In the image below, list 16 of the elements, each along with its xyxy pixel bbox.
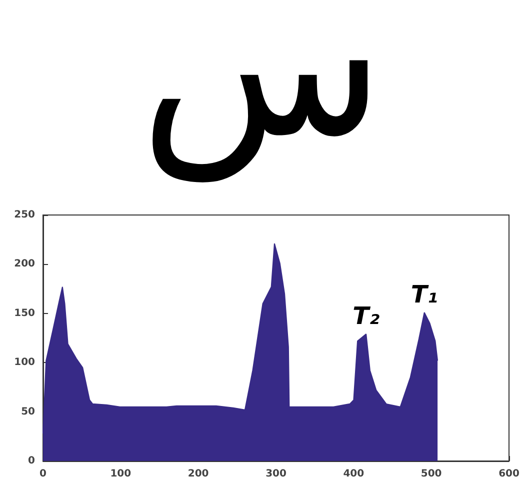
y-tick-label: 200 [14,258,36,270]
x-tick-label: 600 [498,468,520,480]
x-tick-label: 300 [266,468,286,480]
x-tick-label: 500 [420,468,442,480]
annotation: T₂ [352,302,380,330]
annotation: T₁ [410,280,438,308]
y-tick-label: 250 [14,210,36,220]
y-tick-label: 0 [28,456,36,466]
y-tick-label: 150 [14,308,36,319]
x-tick-label: 200 [188,468,209,480]
x-tick-label: 400 [343,468,364,480]
x-tick-label: 0 [40,468,47,480]
x-tick-label: 100 [110,468,132,480]
chart-title: س [140,0,384,182]
y-tick-label: 100 [14,357,36,368]
y-tick-label: 50 [21,406,36,418]
